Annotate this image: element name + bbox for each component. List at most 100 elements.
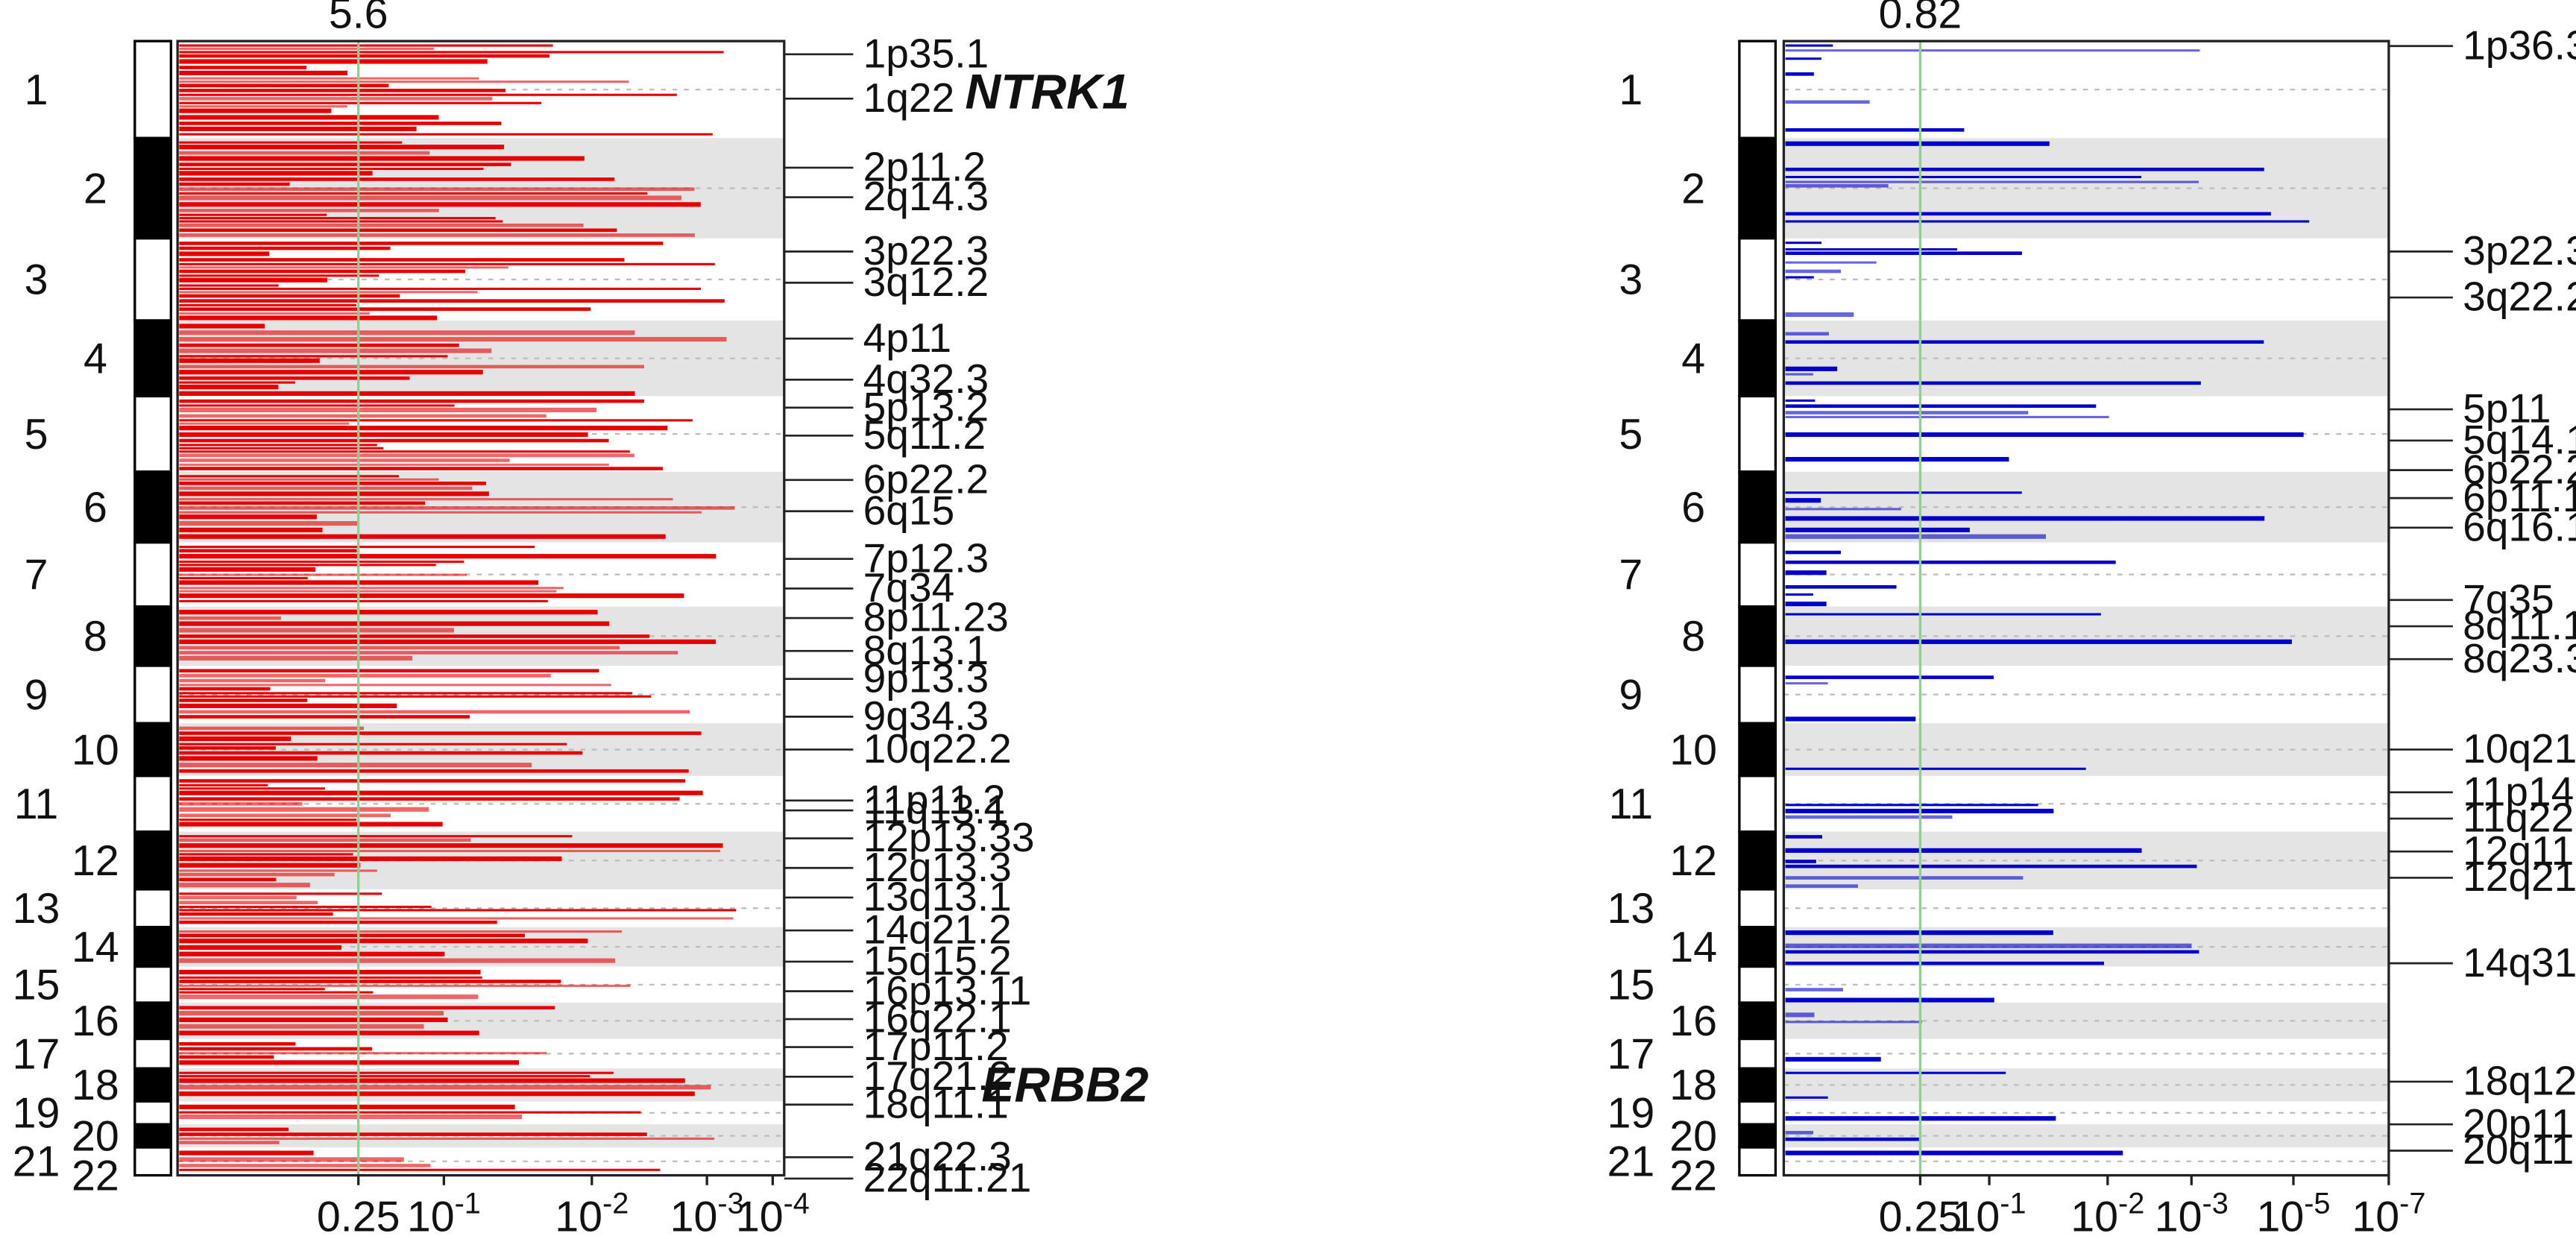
region-bar: [1785, 1131, 1814, 1135]
region-bar: [179, 312, 370, 315]
region-bar: [1785, 835, 1822, 839]
region-bar: [179, 1071, 614, 1074]
cytoband-label: 20p11.1: [2463, 1100, 2576, 1147]
chromosome-block: [1738, 237, 1777, 322]
chromosome-label: 17: [1607, 1030, 1654, 1078]
region-bar: [1785, 716, 1916, 722]
region-bar: [179, 486, 473, 491]
cytoband-label: 3q12.2: [863, 259, 989, 305]
region-bar: [1785, 456, 2009, 462]
region-bar: [179, 560, 465, 563]
region-bar: [179, 89, 506, 92]
region-bar: [179, 646, 620, 650]
cytoband-label: 5q14.1: [2463, 417, 2576, 463]
chromosome-block: [1738, 1123, 1777, 1149]
region-bar: [179, 463, 609, 466]
chromosome-label: 9: [25, 671, 48, 719]
cytoband-label: 16p13.11: [863, 967, 1032, 1013]
region-bar: [179, 1164, 431, 1167]
region-bar: [179, 444, 377, 447]
chromosome-label: 5: [1619, 411, 1643, 458]
x-tick-label: 10-2: [555, 1187, 629, 1239]
chromosome-label: 3: [25, 256, 48, 304]
region-bar: [179, 892, 382, 895]
x-tick-label: 0.25: [1879, 1194, 1962, 1239]
region-bar: [179, 1041, 296, 1046]
region-bar: [179, 223, 584, 227]
region-bar: [179, 299, 725, 303]
region-bar: [179, 330, 635, 335]
region-bar: [179, 849, 721, 853]
region-bar: [1785, 404, 2097, 409]
region-bar: [1785, 864, 2197, 868]
region-bar: [179, 70, 348, 75]
region-bar: [179, 651, 678, 655]
chromosome-label: 16: [72, 997, 119, 1045]
x-tick-label: 10-5: [2256, 1187, 2330, 1239]
x-tick-label: 0.25: [317, 1194, 400, 1239]
region-bar: [1785, 1071, 2006, 1074]
chromosome-label: 12: [1669, 837, 1717, 885]
region-bar: [179, 1157, 404, 1162]
region-bar: [179, 108, 332, 113]
region-bar: [179, 337, 727, 342]
chromosome-block: [1738, 888, 1777, 929]
region-bar: [179, 838, 471, 842]
region-bar: [179, 822, 443, 827]
chromosome-label: 21: [1607, 1138, 1654, 1186]
region-bar: [179, 684, 611, 687]
x-tick-label: 10-7: [2352, 1187, 2425, 1239]
region-bar: [179, 145, 505, 150]
region-bar: [179, 251, 270, 256]
region-bar: [179, 93, 677, 96]
region-bar: [179, 376, 410, 380]
chromosome-label: 2: [84, 165, 107, 212]
region-bar: [179, 593, 684, 599]
region-bar: [179, 475, 400, 478]
chromosome-block: [133, 136, 172, 240]
region-bar: [179, 115, 439, 120]
region-bar: [1785, 682, 1828, 685]
chromosome-ideogram: [1738, 40, 1777, 1177]
region-bar: [179, 710, 690, 714]
region-bar: [179, 399, 645, 403]
region-bar: [179, 482, 487, 485]
region-bar: [179, 105, 347, 108]
region-bar: [179, 355, 448, 358]
region-bar: [179, 1168, 661, 1171]
region-bar: [1785, 997, 1994, 1003]
chromosome-block: [133, 1037, 172, 1070]
region-bar: [179, 233, 695, 237]
region-bar: [1785, 884, 1858, 888]
cytoband-label: 22q11.21: [863, 1155, 1032, 1201]
cytoband-label: 11p14.1: [2463, 768, 2576, 814]
region-bar: [179, 370, 483, 375]
chromosome-block: [1738, 540, 1777, 608]
region-bar: [179, 751, 583, 755]
region-bar: [179, 514, 317, 520]
region-bar: [179, 835, 573, 838]
region-bar: [1785, 242, 1821, 245]
region-bar: [179, 284, 279, 287]
region-bar: [1785, 527, 1970, 532]
region-bar: [179, 426, 668, 431]
region-bar: [1785, 220, 2310, 223]
threshold-label: 0.82: [1879, 0, 1962, 37]
cytoband-label: 10q22.2: [863, 725, 1012, 772]
chromosome-block: [133, 540, 172, 608]
chromosome-label: 19: [1607, 1090, 1654, 1138]
chromosome-block: [133, 40, 172, 139]
region-bar: [179, 634, 649, 638]
region-bar: [179, 414, 547, 418]
region-bar: [179, 246, 391, 250]
cytoband-label: 6q15: [863, 487, 955, 533]
region-bar: [179, 167, 484, 170]
region-bar: [1785, 613, 2101, 616]
region-bar: [179, 126, 417, 131]
chromosome-label: 12: [72, 837, 119, 885]
region-bar: [179, 687, 271, 691]
threshold-label: 5.6: [329, 0, 388, 37]
x-tick-label: 10-1: [1953, 1187, 2027, 1239]
chromosome-block: [1738, 1001, 1777, 1041]
